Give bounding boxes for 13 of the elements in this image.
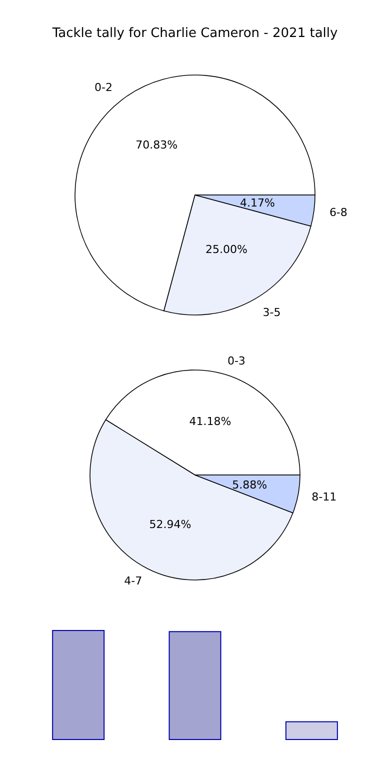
data-label: 52.94%: [149, 518, 192, 532]
data-label: 5.88%: [232, 478, 268, 492]
slice-label: 0-2: [94, 80, 112, 94]
slice-label: 8-11: [312, 490, 337, 504]
data-label: 41.18%: [189, 415, 232, 428]
slice-label: 4-7: [124, 574, 142, 588]
slice-label: 3-5: [262, 306, 281, 319]
data-label: 70.83%: [136, 138, 178, 152]
slice-label: 6-8: [329, 206, 348, 220]
data-label: 25.00%: [206, 243, 248, 256]
chart-title: Tackle tally for Charlie Cameron - 2021 tally: [51, 26, 338, 41]
slice-label: 0-3: [227, 354, 246, 368]
data-label: 4.17%: [240, 196, 275, 210]
